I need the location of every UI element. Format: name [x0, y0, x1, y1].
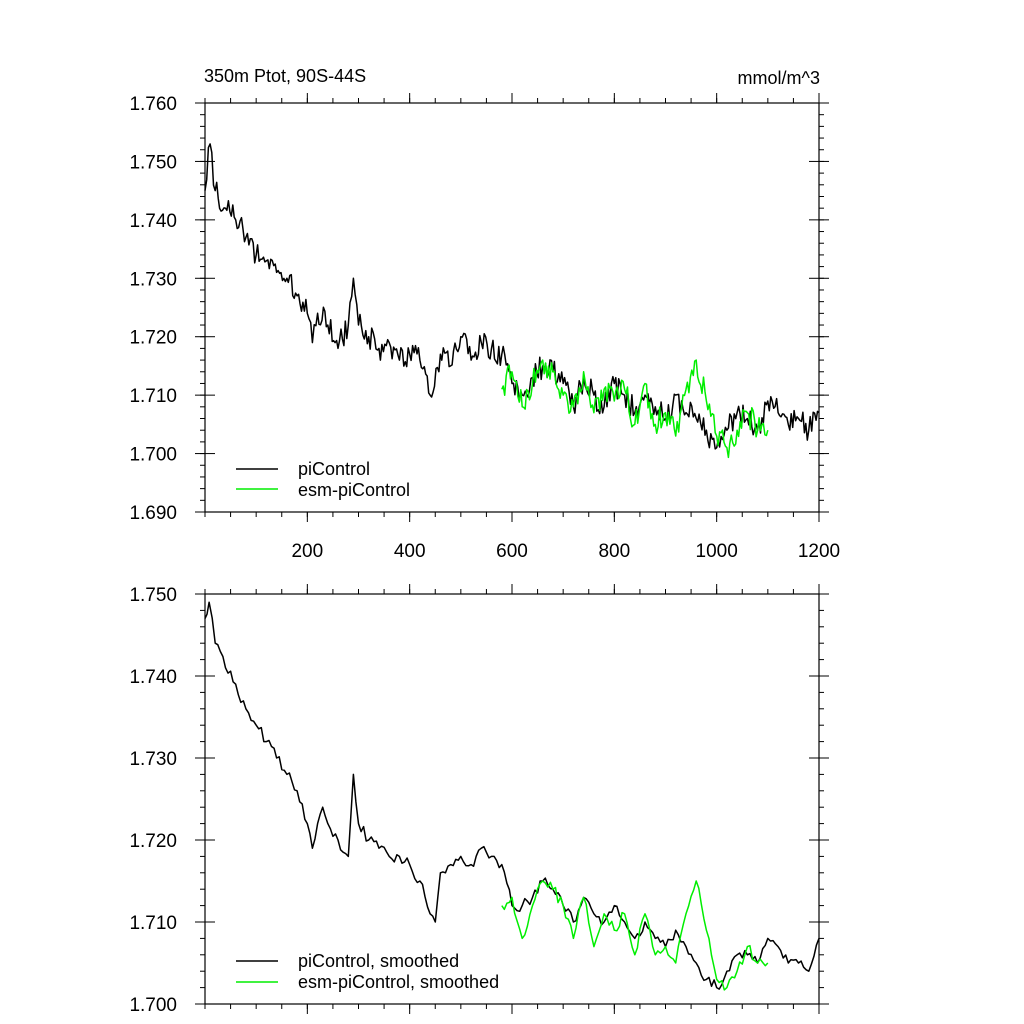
top-x-tick-label: 400: [394, 541, 426, 562]
top-panel: 350m Ptot, 90S-44S mmol/m^3 1.6901.7001.…: [129, 66, 840, 562]
top-legend-label-esm-picontrol: esm-piControl: [298, 480, 410, 500]
bottom-y-tick-label: 1.740: [129, 667, 177, 688]
bottom-series-group: [204, 601, 820, 991]
top-plot-frame: [204, 102, 820, 513]
top-y-tick-label: 1.700: [129, 445, 177, 466]
top-y-tick-label: 1.730: [129, 269, 177, 290]
bottom-y-tick-label: 1.700: [129, 995, 177, 1016]
top-y-tick-label: 1.740: [129, 211, 177, 232]
top-x-tick-label: 800: [598, 541, 630, 562]
bottom-legend: piControl, smoothed esm-piControl, smoot…: [236, 951, 499, 992]
top-y-tick-label: 1.720: [129, 328, 177, 349]
top-x-tick-label: 1200: [798, 541, 840, 562]
bottom-y-tick-label: 1.730: [129, 749, 177, 770]
bottom-axis-ticks: 1.700 1.710 1.720 1.730 1.740 1.750: [129, 584, 829, 1016]
top-y-tick-label: 1.710: [129, 386, 177, 407]
top-y-tick-label: 1.750: [129, 152, 177, 173]
bottom-series-esm-picontrol: [501, 880, 769, 991]
bottom-legend-label-picontrol: piControl, smoothed: [298, 951, 459, 971]
top-title-left: 350m Ptot, 90S-44S: [204, 66, 366, 86]
bottom-panel: 1.700 1.710 1.720 1.730 1.740 1.750 piControl…: [129, 584, 829, 1016]
top-title-right: mmol/m^3: [738, 68, 820, 88]
top-axis-ticks: 1.690 1.700 1.710 1.720 1.730 1.740 1.750 1.760…: [129, 93, 840, 562]
bottom-plot-frame: [204, 593, 820, 1005]
top-x-tick-label: 200: [291, 541, 323, 562]
top-x-tick-label: 600: [496, 541, 528, 562]
top-legend-label-picontrol: piControl: [298, 459, 370, 479]
top-x-tick-label: 1000: [696, 541, 738, 562]
top-series-group: [204, 143, 820, 459]
bottom-series-picontrol: [204, 601, 820, 990]
bottom-y-tick-label: 1.710: [129, 913, 177, 934]
bottom-legend-label-esm-picontrol: esm-piControl, smoothed: [298, 972, 499, 992]
bottom-y-tick-label: 1.750: [129, 585, 177, 606]
top-legend: piControl esm-piControl: [236, 459, 410, 500]
top-y-tick-label: 1.760: [129, 94, 177, 115]
top-y-tick-label: 1.690: [129, 503, 177, 524]
bottom-y-tick-label: 1.720: [129, 831, 177, 852]
top-series-esm-picontrol: [501, 359, 769, 459]
